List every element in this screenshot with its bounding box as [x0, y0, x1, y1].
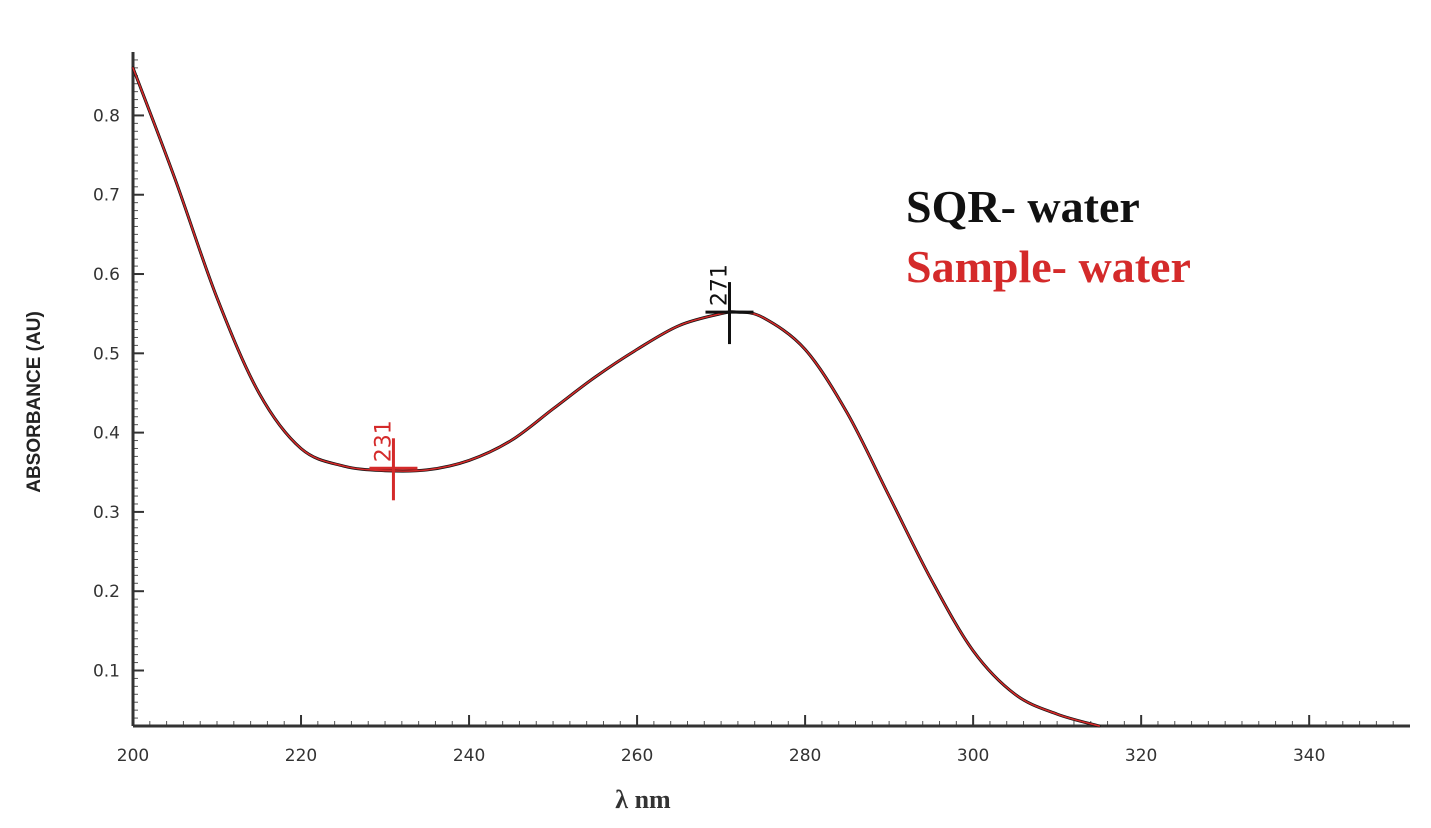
legend: SQR- water Sample- water — [906, 181, 1191, 292]
x-tick-label: 240 — [453, 746, 485, 766]
x-tick-label: 200 — [117, 746, 149, 766]
annotation-label-1: 271 — [707, 264, 732, 306]
y-tick-label: 0.3 — [93, 503, 120, 523]
y-tick-label: 0.4 — [93, 424, 120, 444]
x-tick-label: 280 — [789, 746, 821, 766]
x-tick-label: 340 — [1293, 746, 1325, 766]
y-tick-label: 0.5 — [93, 344, 120, 364]
y-tick-label: 0.1 — [93, 661, 120, 681]
y-axis-label: ABSORBANCE (AU) — [24, 311, 45, 493]
x-tick-label: 320 — [1125, 746, 1157, 766]
y-tick-label: 0.6 — [93, 265, 120, 285]
x-ticks: 200 220 240 260 280 300 320 340 — [117, 715, 1325, 766]
annotation-layer: 231 271 — [369, 264, 754, 501]
legend-entry-sample-water: Sample- water — [906, 241, 1191, 292]
annotation-label-0: 231 — [371, 420, 396, 462]
y-tick-label: 0.7 — [93, 186, 120, 206]
legend-entry-sqr-water: SQR- water — [906, 181, 1140, 232]
series-layer — [131, 66, 1101, 728]
x-tick-label: 260 — [621, 746, 653, 766]
x-axis-label: λ nm — [615, 785, 671, 814]
x-tick-label: 220 — [285, 746, 317, 766]
y-tick-label: 0.8 — [93, 106, 120, 126]
series-line-0 — [131, 66, 1101, 728]
series-line-1 — [132, 67, 1100, 727]
y-ticks: 0.1 0.2 0.3 0.4 0.5 0.6 0.7 0.8 — [93, 106, 144, 681]
y-tick-label: 0.2 — [93, 582, 120, 602]
x-tick-label: 300 — [957, 746, 989, 766]
